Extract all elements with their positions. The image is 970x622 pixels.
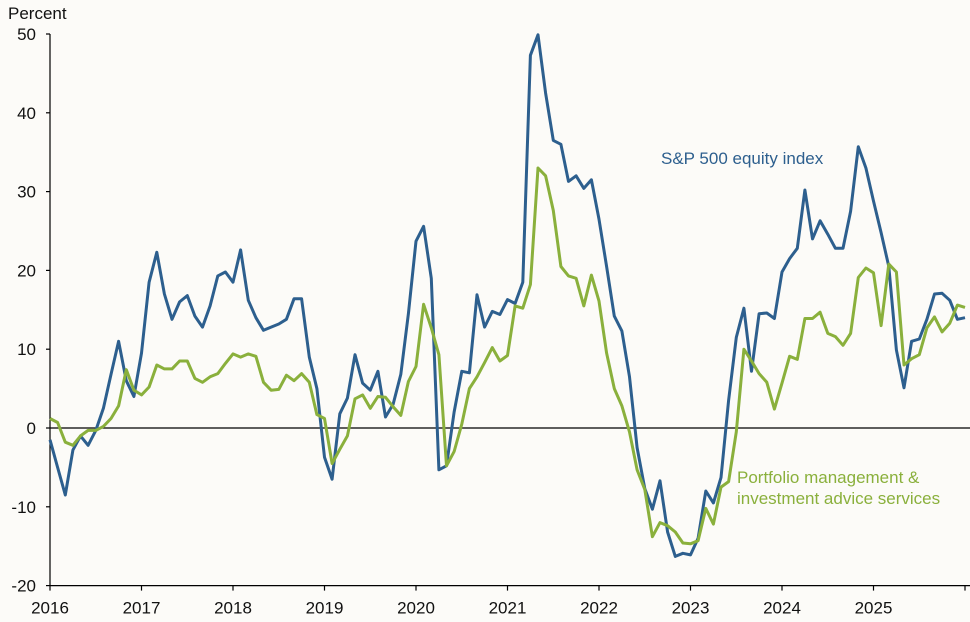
pmia-label-line1: Portfolio management & [737, 468, 920, 487]
series-lines [48, 33, 966, 558]
x-tick-label: 2019 [306, 599, 344, 618]
x-tick-label: 2016 [31, 599, 69, 618]
pmia-series-line [49, 166, 966, 546]
sp500-points [49, 34, 966, 557]
x-tick-label: 2017 [123, 599, 161, 618]
x-tick-label: 2024 [763, 599, 801, 618]
sp500-label: S&P 500 equity index [661, 149, 824, 168]
pmia-points [49, 167, 966, 544]
x-tick-label: 2025 [855, 599, 893, 618]
y-tick-label: 10 [17, 340, 36, 359]
x-tick-label: 2020 [397, 599, 435, 618]
y-tick-label: 0 [27, 419, 36, 438]
y-axis-title: Percent [8, 4, 67, 23]
y-tick-label: -10 [11, 498, 36, 517]
y-tick-label: 30 [17, 183, 36, 202]
y-tick-label: 50 [17, 25, 36, 44]
pmia-label-line2: investment advice services [737, 489, 940, 508]
x-tick-label: 2023 [672, 599, 710, 618]
y-tick-label: 40 [17, 104, 36, 123]
x-tick-label: 2018 [214, 599, 252, 618]
y-tick-label: 20 [17, 261, 36, 280]
x-axis: 2016 2017 2018 2019 2020 2021 2022 2023 2024 2025 [31, 584, 970, 618]
y-tick-label: -20 [11, 577, 36, 596]
x-tick-label: 2022 [580, 599, 618, 618]
y-axis: 50 40 30 20 10 0 -10 -20 [11, 25, 51, 596]
x-tick-label: 2021 [489, 599, 527, 618]
